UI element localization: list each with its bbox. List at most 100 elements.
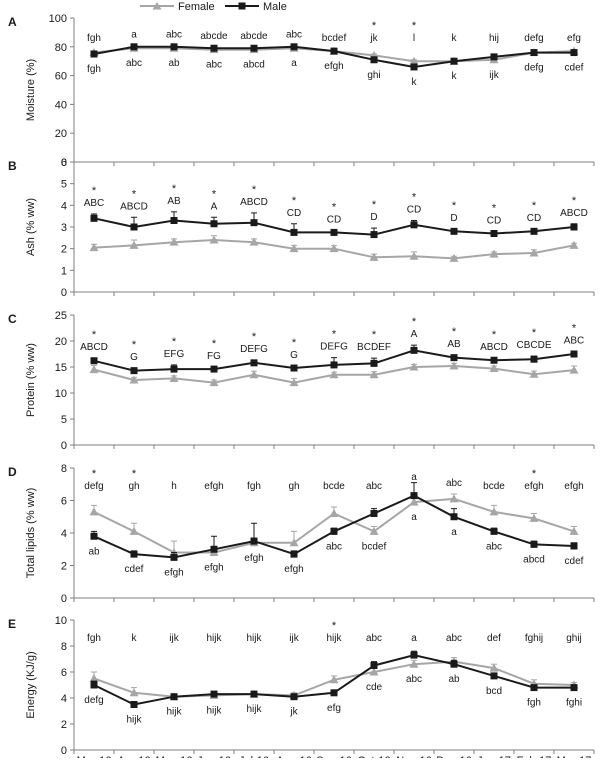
group-letter-lower: k xyxy=(452,71,458,82)
y-tick-label: 4 xyxy=(61,200,67,212)
group-letter-upper: abc xyxy=(446,633,462,644)
group-letter-upper: fghij xyxy=(525,633,543,644)
data-point xyxy=(409,362,419,371)
data-point xyxy=(290,364,298,372)
data-point xyxy=(250,359,258,367)
group-letter-upper: A xyxy=(411,329,418,340)
panel-letter: B xyxy=(8,159,17,173)
panel-letter: A xyxy=(8,15,17,29)
data-point xyxy=(329,509,339,517)
group-letter-upper: EFG xyxy=(164,349,185,360)
group-letter-upper: ABCD xyxy=(480,342,508,353)
data-point xyxy=(530,355,538,363)
y-tick-label: 2 xyxy=(61,561,67,573)
series-male xyxy=(90,43,578,71)
series-female xyxy=(89,361,579,387)
data-point xyxy=(170,365,178,373)
data-point xyxy=(489,364,499,373)
group-letter-upper: a xyxy=(411,472,417,483)
data-point xyxy=(210,365,218,373)
group-letter-lower: efgh xyxy=(284,564,303,575)
group-letter-lower: abc xyxy=(486,541,502,552)
data-point xyxy=(570,350,578,358)
group-letter-upper: gh xyxy=(128,481,139,492)
significance-star: * xyxy=(372,329,377,341)
data-point xyxy=(250,44,258,52)
group-letter-lower: cdef xyxy=(125,564,144,575)
significance-star: * xyxy=(292,195,297,207)
group-letter-upper: fgh xyxy=(87,633,101,644)
group-letter-lower: ijk xyxy=(489,70,499,81)
data-point xyxy=(170,43,178,51)
significance-star: * xyxy=(532,200,537,212)
data-point xyxy=(129,688,139,697)
data-point xyxy=(450,354,458,362)
data-point xyxy=(529,513,539,522)
group-letter-upper: ijk xyxy=(289,633,299,644)
data-point xyxy=(369,252,379,261)
group-letter-upper: G xyxy=(290,350,298,361)
group-letter-upper: abc xyxy=(446,478,462,489)
group-letter-lower: ab xyxy=(88,546,100,557)
group-letter-lower: ghi xyxy=(367,70,380,81)
group-letter-upper: fgh xyxy=(247,481,261,492)
group-letter-lower: hijk xyxy=(166,707,182,718)
group-letter-upper: a xyxy=(131,29,137,40)
significance-star: * xyxy=(132,339,137,351)
group-letter-upper: ghij xyxy=(566,633,582,644)
group-letter-upper: abcde xyxy=(240,31,268,42)
data-point xyxy=(530,540,538,548)
group-letter-lower: a xyxy=(451,527,457,538)
data-point xyxy=(209,235,219,244)
y-tick-label: 6 xyxy=(61,667,67,679)
data-point xyxy=(370,510,378,517)
data-point xyxy=(289,378,299,387)
group-letter-lower: abc xyxy=(126,58,142,69)
group-letter-upper: hijk xyxy=(246,633,262,644)
group-letter-upper: abc xyxy=(366,481,382,492)
data-point xyxy=(409,251,419,260)
group-letter-upper: ABC xyxy=(84,198,105,209)
group-letter-upper: a xyxy=(411,633,417,644)
significance-star: * xyxy=(452,200,457,212)
data-point xyxy=(570,542,578,550)
y-axis-label: Ash (% ww) xyxy=(25,198,37,256)
data-point xyxy=(330,527,338,535)
group-letter-upper: ABC xyxy=(564,335,585,346)
group-letter-lower: jk xyxy=(289,707,298,718)
group-letter-upper: efg xyxy=(567,33,581,44)
significance-star: * xyxy=(332,201,337,213)
data-point xyxy=(170,693,178,701)
data-point xyxy=(290,693,298,701)
y-tick-label: 0 xyxy=(61,745,67,757)
data-point xyxy=(209,378,219,387)
data-point xyxy=(489,663,499,672)
significance-star: * xyxy=(532,468,537,480)
data-point xyxy=(490,53,498,61)
data-point xyxy=(90,532,98,540)
group-letter-lower: defg xyxy=(84,695,103,706)
data-point xyxy=(489,249,499,258)
y-axis-label: Moisture (%) xyxy=(25,59,37,121)
data-point xyxy=(130,223,138,231)
group-letter-upper: DEFG xyxy=(320,342,348,353)
legend-label: Male xyxy=(263,1,287,13)
group-letter-lower: k xyxy=(412,77,418,88)
y-tick-label: 60 xyxy=(55,71,67,83)
data-point xyxy=(330,689,338,697)
data-point xyxy=(529,248,539,257)
data-point xyxy=(569,240,579,249)
data-point xyxy=(90,50,98,58)
data-point xyxy=(409,659,419,668)
data-point xyxy=(330,228,338,236)
group-letter-lower: fgh xyxy=(527,698,541,709)
group-letter-lower: hijk xyxy=(206,705,222,716)
y-tick-label: 5 xyxy=(61,179,67,191)
data-point xyxy=(410,651,418,659)
data-point xyxy=(170,217,178,224)
data-point xyxy=(450,513,458,521)
data-point xyxy=(570,223,578,231)
data-point xyxy=(250,219,258,227)
group-letter-upper: l xyxy=(413,33,415,44)
